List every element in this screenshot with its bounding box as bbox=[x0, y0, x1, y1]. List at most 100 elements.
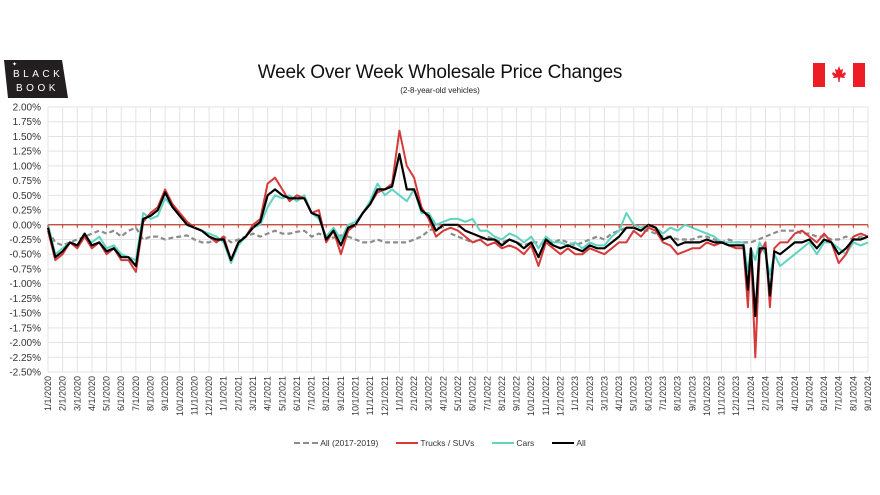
x-tick-label: 8/1/2020 bbox=[146, 376, 156, 411]
legend-label: All bbox=[576, 438, 586, 448]
y-tick-label: 2.00% bbox=[13, 103, 41, 114]
x-tick-label: 10/1/2020 bbox=[175, 376, 185, 416]
x-tick-label: 5/1/2023 bbox=[629, 376, 639, 411]
x-tick-label: 9/1/2022 bbox=[512, 376, 522, 411]
y-tick-label: 0.25% bbox=[13, 206, 41, 217]
x-tick-label: 4/1/2024 bbox=[790, 376, 800, 411]
canada-flag-icon bbox=[813, 63, 865, 87]
x-tick-label: 12/1/2020 bbox=[204, 376, 214, 416]
x-tick-label: 9/1/2023 bbox=[687, 376, 697, 411]
x-tick-label: 5/1/2020 bbox=[102, 376, 112, 411]
x-tick-label: 4/1/2023 bbox=[614, 376, 624, 411]
series-line-trucks-suvs bbox=[47, 129, 869, 359]
x-tick-label: 3/1/2022 bbox=[424, 376, 434, 411]
y-tick-label: -1.50% bbox=[9, 309, 41, 320]
x-tick-label: 9/1/2020 bbox=[160, 376, 170, 411]
y-tick-label: 0.75% bbox=[13, 176, 41, 187]
brand-line-1: BLACK bbox=[13, 69, 63, 80]
y-tick-label: -0.75% bbox=[9, 264, 41, 275]
legend-swatch bbox=[552, 442, 575, 444]
x-tick-label: 1/1/2022 bbox=[394, 376, 404, 411]
y-tick-label: 0.00% bbox=[13, 220, 41, 231]
chart-title: Week Over Week Wholesale Price Changes bbox=[257, 62, 623, 83]
x-tick-label: 8/1/2022 bbox=[497, 376, 507, 411]
x-tick-label: 1/1/2024 bbox=[746, 376, 756, 411]
x-tick-label: 6/1/2020 bbox=[116, 376, 126, 411]
x-tick-label: 8/1/2021 bbox=[321, 376, 331, 411]
series-group bbox=[46, 129, 869, 359]
x-tick-label: 4/1/2022 bbox=[438, 376, 448, 411]
x-tick-label: 10/1/2021 bbox=[351, 376, 361, 416]
x-tick-label: 4/1/2021 bbox=[263, 376, 273, 411]
legend-label: Cars bbox=[516, 438, 535, 448]
y-tick-label: -0.50% bbox=[9, 250, 41, 261]
legend-label: All (2017-2019) bbox=[320, 438, 379, 448]
legend-swatch bbox=[396, 442, 419, 444]
x-tick-label: 6/1/2021 bbox=[292, 376, 302, 411]
x-tick-label: 6/1/2023 bbox=[643, 376, 653, 411]
x-tick-label: 12/1/2021 bbox=[380, 376, 390, 416]
y-tick-label: -1.25% bbox=[9, 294, 41, 305]
x-tick-label: 7/1/2021 bbox=[307, 376, 317, 411]
x-tick-label: 11/1/2021 bbox=[365, 376, 375, 415]
x-tick-label: 7/1/2022 bbox=[482, 376, 492, 411]
y-tick-label: -0.25% bbox=[9, 235, 41, 246]
legend-item: All bbox=[552, 438, 586, 448]
chart-subtitle: (2-8-year-old vehicles) bbox=[400, 86, 480, 95]
x-tick-label: 1/1/2020 bbox=[43, 376, 53, 411]
x-tick-label: 11/1/2023 bbox=[717, 376, 727, 415]
brand-line-2: BOOK bbox=[16, 83, 59, 94]
x-tick-label: 3/1/2020 bbox=[72, 376, 82, 411]
x-tick-label: 2/1/2024 bbox=[761, 376, 771, 411]
x-tick-label: 2/1/2023 bbox=[585, 376, 595, 411]
x-tick-label: 7/1/2020 bbox=[131, 376, 141, 411]
legend-item: Cars bbox=[492, 438, 534, 448]
y-tick-label: 1.50% bbox=[13, 132, 41, 143]
maple-leaf-icon: ✦ bbox=[12, 61, 17, 68]
y-tick-label: -2.25% bbox=[9, 353, 41, 364]
x-tick-label: 4/1/2020 bbox=[87, 376, 97, 411]
y-tick-label: -1.75% bbox=[9, 323, 41, 334]
x-tick-label: 10/1/2022 bbox=[526, 376, 536, 416]
series-line-all bbox=[46, 153, 869, 318]
x-tick-label: 9/1/2024 bbox=[863, 376, 873, 411]
x-tick-label: 7/1/2024 bbox=[834, 376, 844, 411]
x-tick-label: 1/1/2023 bbox=[570, 376, 580, 411]
y-tick-label: 1.75% bbox=[13, 117, 41, 128]
x-tick-label: 6/1/2022 bbox=[468, 376, 478, 411]
legend-swatch bbox=[294, 442, 319, 444]
x-tick-label: 3/1/2024 bbox=[775, 376, 785, 411]
y-axis-ticks: 2.00% 1.75% 1.50% 1.25% 1.00% 0.75% 0.50% 0.25%… bbox=[9, 103, 41, 379]
x-tick-label: 2/1/2021 bbox=[233, 376, 243, 411]
legend-swatch bbox=[492, 442, 515, 444]
x-tick-label: 2/1/2020 bbox=[58, 376, 68, 411]
x-tick-label: 12/1/2023 bbox=[731, 376, 741, 416]
x-tick-label: 11/1/2020 bbox=[189, 376, 199, 415]
x-tick-label: 2/1/2022 bbox=[409, 376, 419, 411]
x-tick-label: 7/1/2023 bbox=[658, 376, 668, 411]
y-tick-label: -2.50% bbox=[9, 368, 41, 379]
grid bbox=[47, 106, 869, 373]
x-tick-label: 6/1/2024 bbox=[819, 376, 829, 411]
x-tick-label: 5/1/2021 bbox=[277, 376, 287, 411]
x-tick-label: 9/1/2021 bbox=[336, 376, 346, 411]
y-tick-label: 1.25% bbox=[13, 147, 41, 158]
legend: All (2017-2019) Trucks / SUVs Cars All bbox=[0, 438, 880, 448]
legend-label: Trucks / SUVs bbox=[420, 438, 475, 448]
x-tick-label: 5/1/2022 bbox=[453, 376, 463, 411]
x-tick-label: 12/1/2022 bbox=[556, 376, 566, 416]
black-book-logo: ✦ BLACK BOOK bbox=[2, 60, 68, 98]
x-tick-label: 3/1/2023 bbox=[599, 376, 609, 411]
x-tick-label: 8/1/2023 bbox=[673, 376, 683, 411]
x-tick-label: 5/1/2024 bbox=[804, 376, 814, 411]
x-tick-label: 8/1/2024 bbox=[848, 376, 858, 411]
y-tick-label: -1.00% bbox=[9, 279, 41, 290]
x-tick-label: 3/1/2021 bbox=[248, 376, 258, 411]
legend-item: Trucks / SUVs bbox=[396, 438, 474, 448]
x-tick-label: 1/1/2021 bbox=[219, 376, 229, 411]
x-tick-label: 11/1/2022 bbox=[541, 376, 551, 415]
legend-item: All (2017-2019) bbox=[294, 438, 378, 448]
y-tick-label: -2.00% bbox=[9, 338, 41, 349]
y-tick-label: 0.50% bbox=[13, 191, 41, 202]
